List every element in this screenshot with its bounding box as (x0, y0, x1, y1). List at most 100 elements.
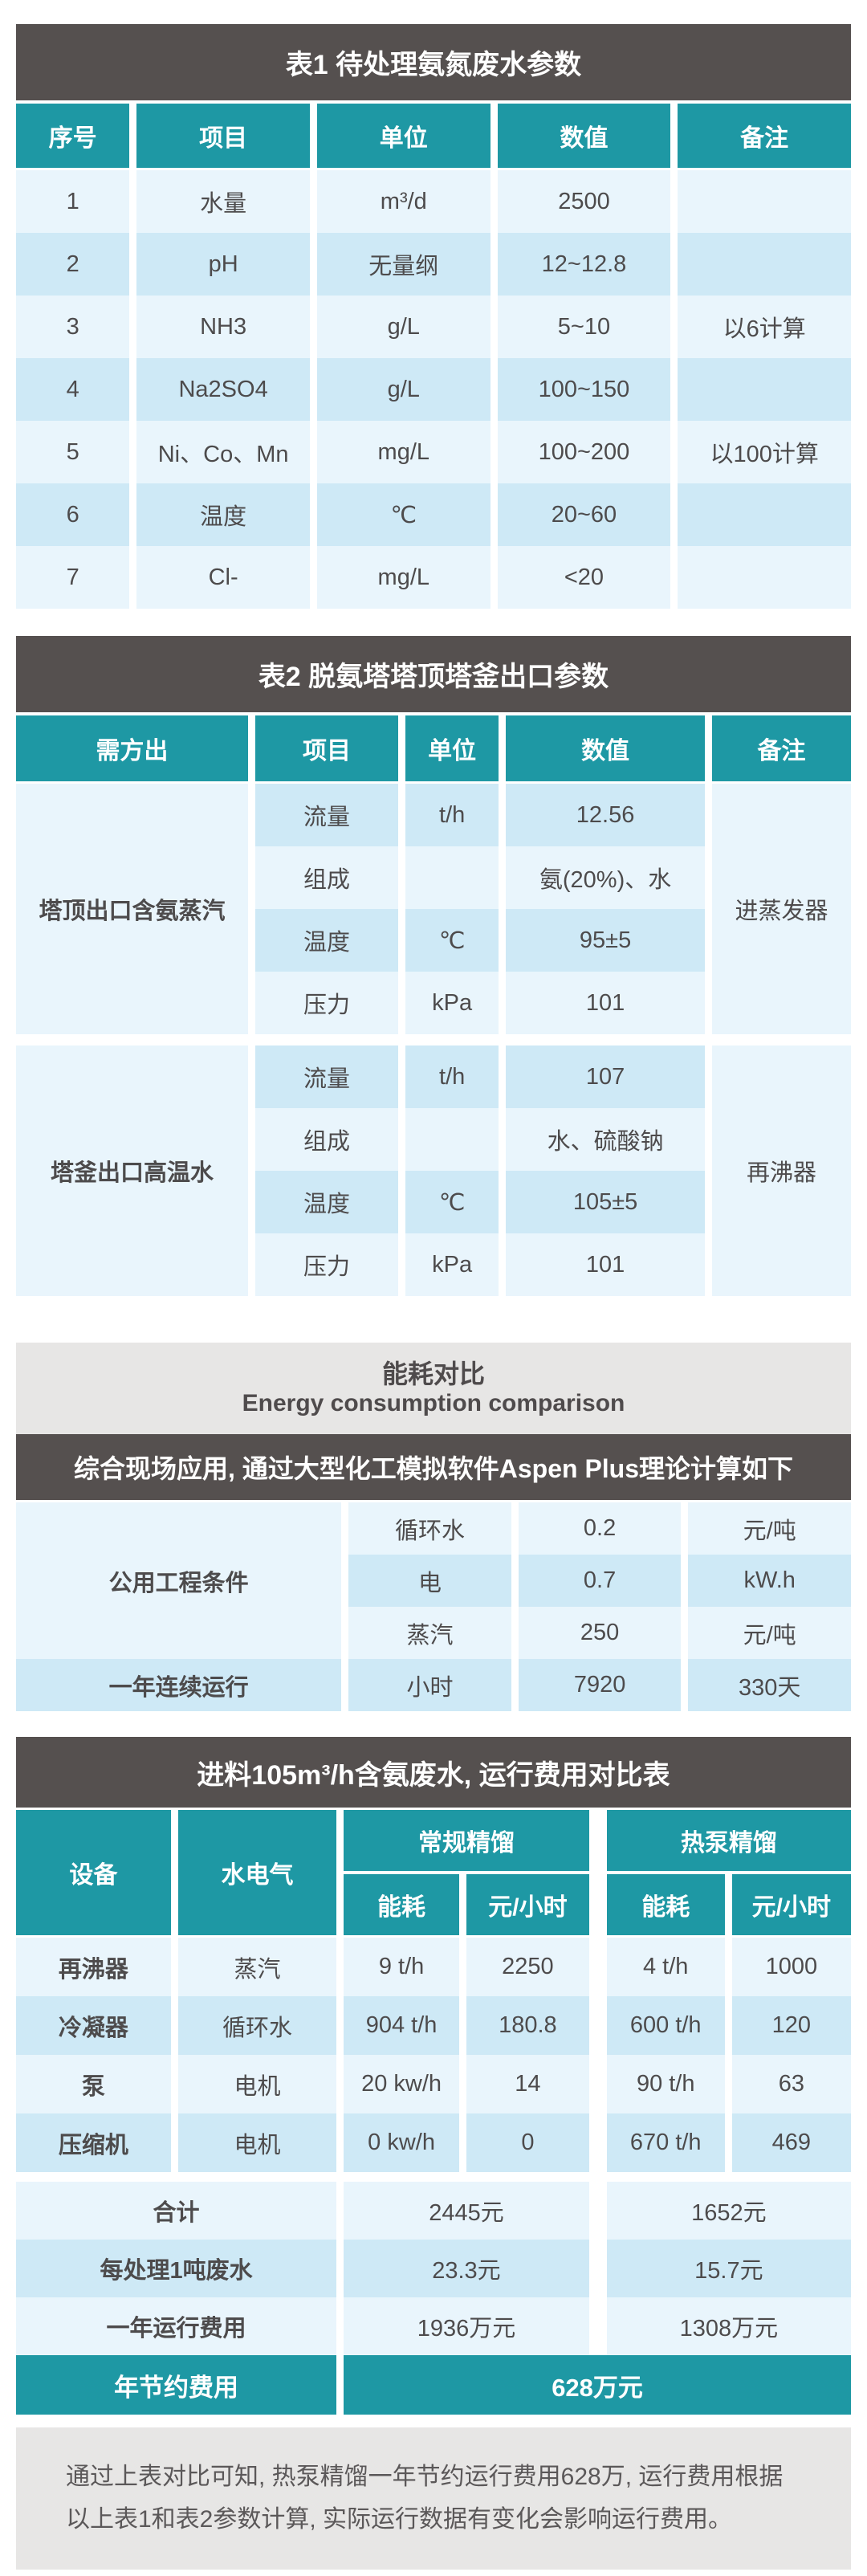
cell-value: <20 (497, 546, 671, 609)
cell-value: 水、硫酸钠 (506, 1108, 706, 1171)
cell-conv-cost: 0 (466, 2113, 589, 2172)
cell-value: 107 (506, 1045, 706, 1108)
table4: 进料105m³/h含氨废水, 运行费用对比表 设备 水电气 常规精馏 热泵精馏 … (16, 1737, 851, 2415)
cell-item: 温度 (254, 909, 399, 972)
table2-group-bottom: 塔釜出口高温水 流量 t/h 107 组成 水、硫酸钠 温度 ℃ 105±5 压… (16, 1045, 851, 1296)
cell-hp-energy: 600 t/h (606, 1996, 725, 2055)
cell-hp-energy: 670 t/h (606, 2113, 725, 2172)
cell-unit (405, 846, 499, 909)
cell-item: 组成 (254, 846, 399, 909)
header-utility: 水电气 (177, 1810, 337, 1935)
cell-item: pH (136, 233, 310, 296)
cell-unit: mg/L (316, 546, 490, 609)
utility-label: 公用工程条件 (16, 1502, 342, 1659)
column-spacer (596, 2297, 600, 2355)
cell-no: 6 (16, 483, 130, 546)
cell-utility: 蒸汽 (177, 1938, 337, 1996)
cell-unit: t/h (405, 784, 499, 846)
column-spacer (596, 2113, 600, 2172)
cell-item: 电 (348, 1555, 511, 1607)
cell-unit: kPa (405, 1233, 499, 1296)
table1-header-no: 序号 (16, 104, 130, 168)
summary-label: 每处理1吨废水 (16, 2240, 337, 2297)
cell-unit: 元/吨 (688, 1607, 851, 1659)
cell-item: Ni、Co、Mn (136, 421, 310, 483)
header-device: 设备 (16, 1810, 171, 1935)
group-name: 塔釜出口高温水 (16, 1045, 248, 1296)
table2: 表2 脱氨塔塔顶塔釜出口参数 需方出 项目 单位 数值 备注 塔顶出口含氨蒸汽 … (16, 636, 851, 1296)
cell-item: 流量 (254, 784, 399, 846)
energy-title: 能耗对比 Energy consumption comparison (16, 1343, 851, 1434)
cell-value: 250 (518, 1607, 682, 1659)
cell-value: 12~12.8 (497, 233, 671, 296)
cell-no: 2 (16, 233, 130, 296)
table4-header: 设备 水电气 常规精馏 热泵精馏 能耗 元/小时 能耗 元/小时 (16, 1810, 851, 1935)
table-row: 4 Na2SO4 g/L 100~150 (16, 358, 851, 421)
table1-header-row: 序号 项目 单位 数值 备注 (16, 104, 851, 168)
cell-remark (678, 483, 851, 546)
cell-item: Cl- (136, 546, 310, 609)
cell-value: 105±5 (506, 1171, 706, 1233)
cell-remark (678, 170, 851, 233)
table-row: 再沸器 蒸汽 9 t/h 2250 4 t/h 1000 (16, 1938, 851, 1996)
column-spacer (596, 1938, 600, 1996)
cell-unit: 无量纲 (316, 233, 490, 296)
cell-device: 再沸器 (16, 1938, 171, 1996)
table-row: 2 pH 无量纲 12~12.8 (16, 233, 851, 296)
column-spacer (596, 2182, 600, 2240)
table1-header-unit: 单位 (316, 104, 490, 168)
cell-hp-energy: 4 t/h (606, 1938, 725, 1996)
cell-item: 水量 (136, 170, 310, 233)
cell-unit: mg/L (316, 421, 490, 483)
cell-item: 压力 (254, 1233, 399, 1296)
cell-value: 100~150 (497, 358, 671, 421)
summary-row-total: 合计 2445元 1652元 (16, 2182, 851, 2240)
cell-value: 12.56 (506, 784, 706, 846)
table-row: 1 水量 m³/d 2500 (16, 170, 851, 233)
header-energy: 能耗 (344, 1874, 460, 1935)
cell-unit: ℃ (316, 483, 490, 546)
table4-title: 进料105m³/h含氨废水, 运行费用对比表 (16, 1737, 851, 1808)
cell-conv-energy: 0 kw/h (344, 2113, 460, 2172)
header-cost: 元/小时 (731, 1874, 851, 1935)
cell-device: 泵 (16, 2055, 171, 2113)
cell-device: 压缩机 (16, 2113, 171, 2172)
cell-conv-cost: 2250 (466, 1938, 589, 1996)
table-row: 7 Cl- mg/L <20 (16, 546, 851, 609)
group-remark: 再沸器 (712, 1045, 851, 1296)
cell-unit: ℃ (405, 909, 499, 972)
header-energy: 能耗 (606, 1874, 725, 1935)
cell-unit: g/L (316, 296, 490, 358)
cell-hp-cost: 120 (731, 1996, 851, 2055)
summary-heatpump: 1308万元 (606, 2297, 851, 2355)
summary-label: 合计 (16, 2182, 337, 2240)
cell-utility: 电机 (177, 2113, 337, 2172)
cell-hp-cost: 1000 (731, 1938, 851, 1996)
cell-conv-energy: 9 t/h (344, 1938, 460, 1996)
table1-header-remark: 备注 (678, 104, 851, 168)
cell-item: 温度 (254, 1171, 399, 1233)
cell-no: 4 (16, 358, 130, 421)
cell-remark: 以6计算 (678, 296, 851, 358)
run-label: 一年连续运行 (16, 1659, 342, 1711)
table2-title: 表2 脱氨塔塔顶塔釜出口参数 (16, 636, 851, 712)
cell-value: 0.2 (518, 1502, 682, 1555)
cell-unit: kPa (405, 972, 499, 1034)
cell-hp-energy: 90 t/h (606, 2055, 725, 2113)
table2-header-item: 项目 (254, 715, 399, 781)
energy-title-cn: 能耗对比 (381, 1359, 485, 1388)
cell-unit (405, 1108, 499, 1171)
cell-remark (678, 546, 851, 609)
energy-section: 能耗对比 Energy consumption comparison 综合现场应… (16, 1343, 851, 1711)
cell-unit: kW.h (688, 1555, 851, 1607)
cell-conv-energy: 20 kw/h (344, 2055, 460, 2113)
savings-row: 年节约费用 628万元 (16, 2355, 851, 2415)
header-heatpump: 热泵精馏 (606, 1810, 851, 1871)
summary-conventional: 1936万元 (344, 2297, 589, 2355)
cell-utility: 电机 (177, 2055, 337, 2113)
savings-label: 年节约费用 (16, 2355, 337, 2415)
table1-header-item: 项目 (136, 104, 310, 168)
cell-no: 5 (16, 421, 130, 483)
table-row: 压缩机 电机 0 kw/h 0 670 t/h 469 (16, 2113, 851, 2172)
energy-title-en: Energy consumption comparison (242, 1390, 625, 1417)
